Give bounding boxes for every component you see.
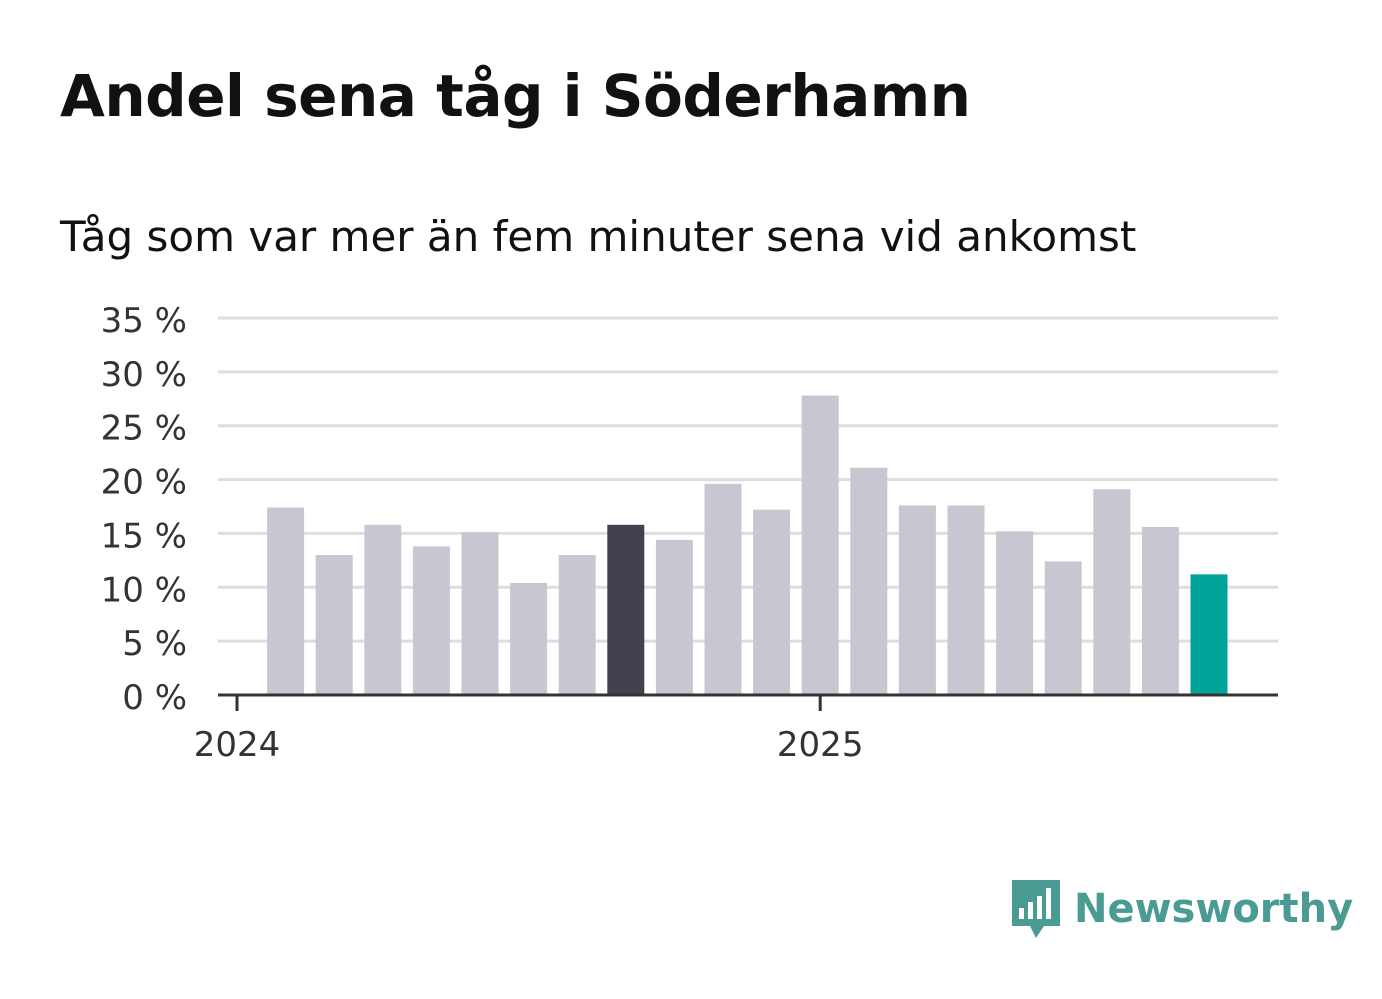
y-tick-label: 10 % (101, 570, 187, 610)
bar (947, 505, 985, 695)
bar (898, 505, 936, 695)
bar (558, 554, 596, 695)
x-tick-label: 2024 (194, 725, 281, 765)
bar (1190, 574, 1228, 695)
bar (850, 467, 888, 695)
bar (801, 395, 839, 695)
y-tick-label: 20 % (101, 463, 187, 503)
y-tick-label: 35 % (101, 301, 187, 341)
bar (704, 483, 742, 695)
bar (510, 582, 548, 695)
bar (753, 509, 791, 695)
y-tick-label: 0 % (122, 678, 187, 718)
y-tick-label: 15 % (101, 516, 187, 556)
bar (1141, 526, 1179, 695)
y-tick-label: 30 % (101, 355, 187, 395)
bar (655, 539, 693, 695)
x-tick-label: 2025 (777, 725, 864, 765)
chart-subtitle: Tåg som var mer än fem minuter sena vid … (60, 212, 1137, 261)
bar (996, 531, 1034, 695)
bar (267, 507, 305, 695)
bar (1093, 489, 1131, 695)
y-tick-label: 5 % (122, 624, 187, 664)
bar (461, 532, 499, 695)
newsworthy-logo: Newsworthy (1010, 878, 1353, 940)
bar (607, 524, 645, 695)
bar (412, 546, 450, 695)
brand-name: Newsworthy (1074, 886, 1354, 932)
bar (1044, 561, 1082, 695)
bar-chart-speech-bubble-icon (1012, 880, 1060, 938)
bar (364, 524, 402, 695)
bar (315, 554, 353, 695)
y-tick-label: 25 % (101, 409, 187, 449)
chart-title: Andel sena tåg i Söderhamn (60, 62, 971, 130)
